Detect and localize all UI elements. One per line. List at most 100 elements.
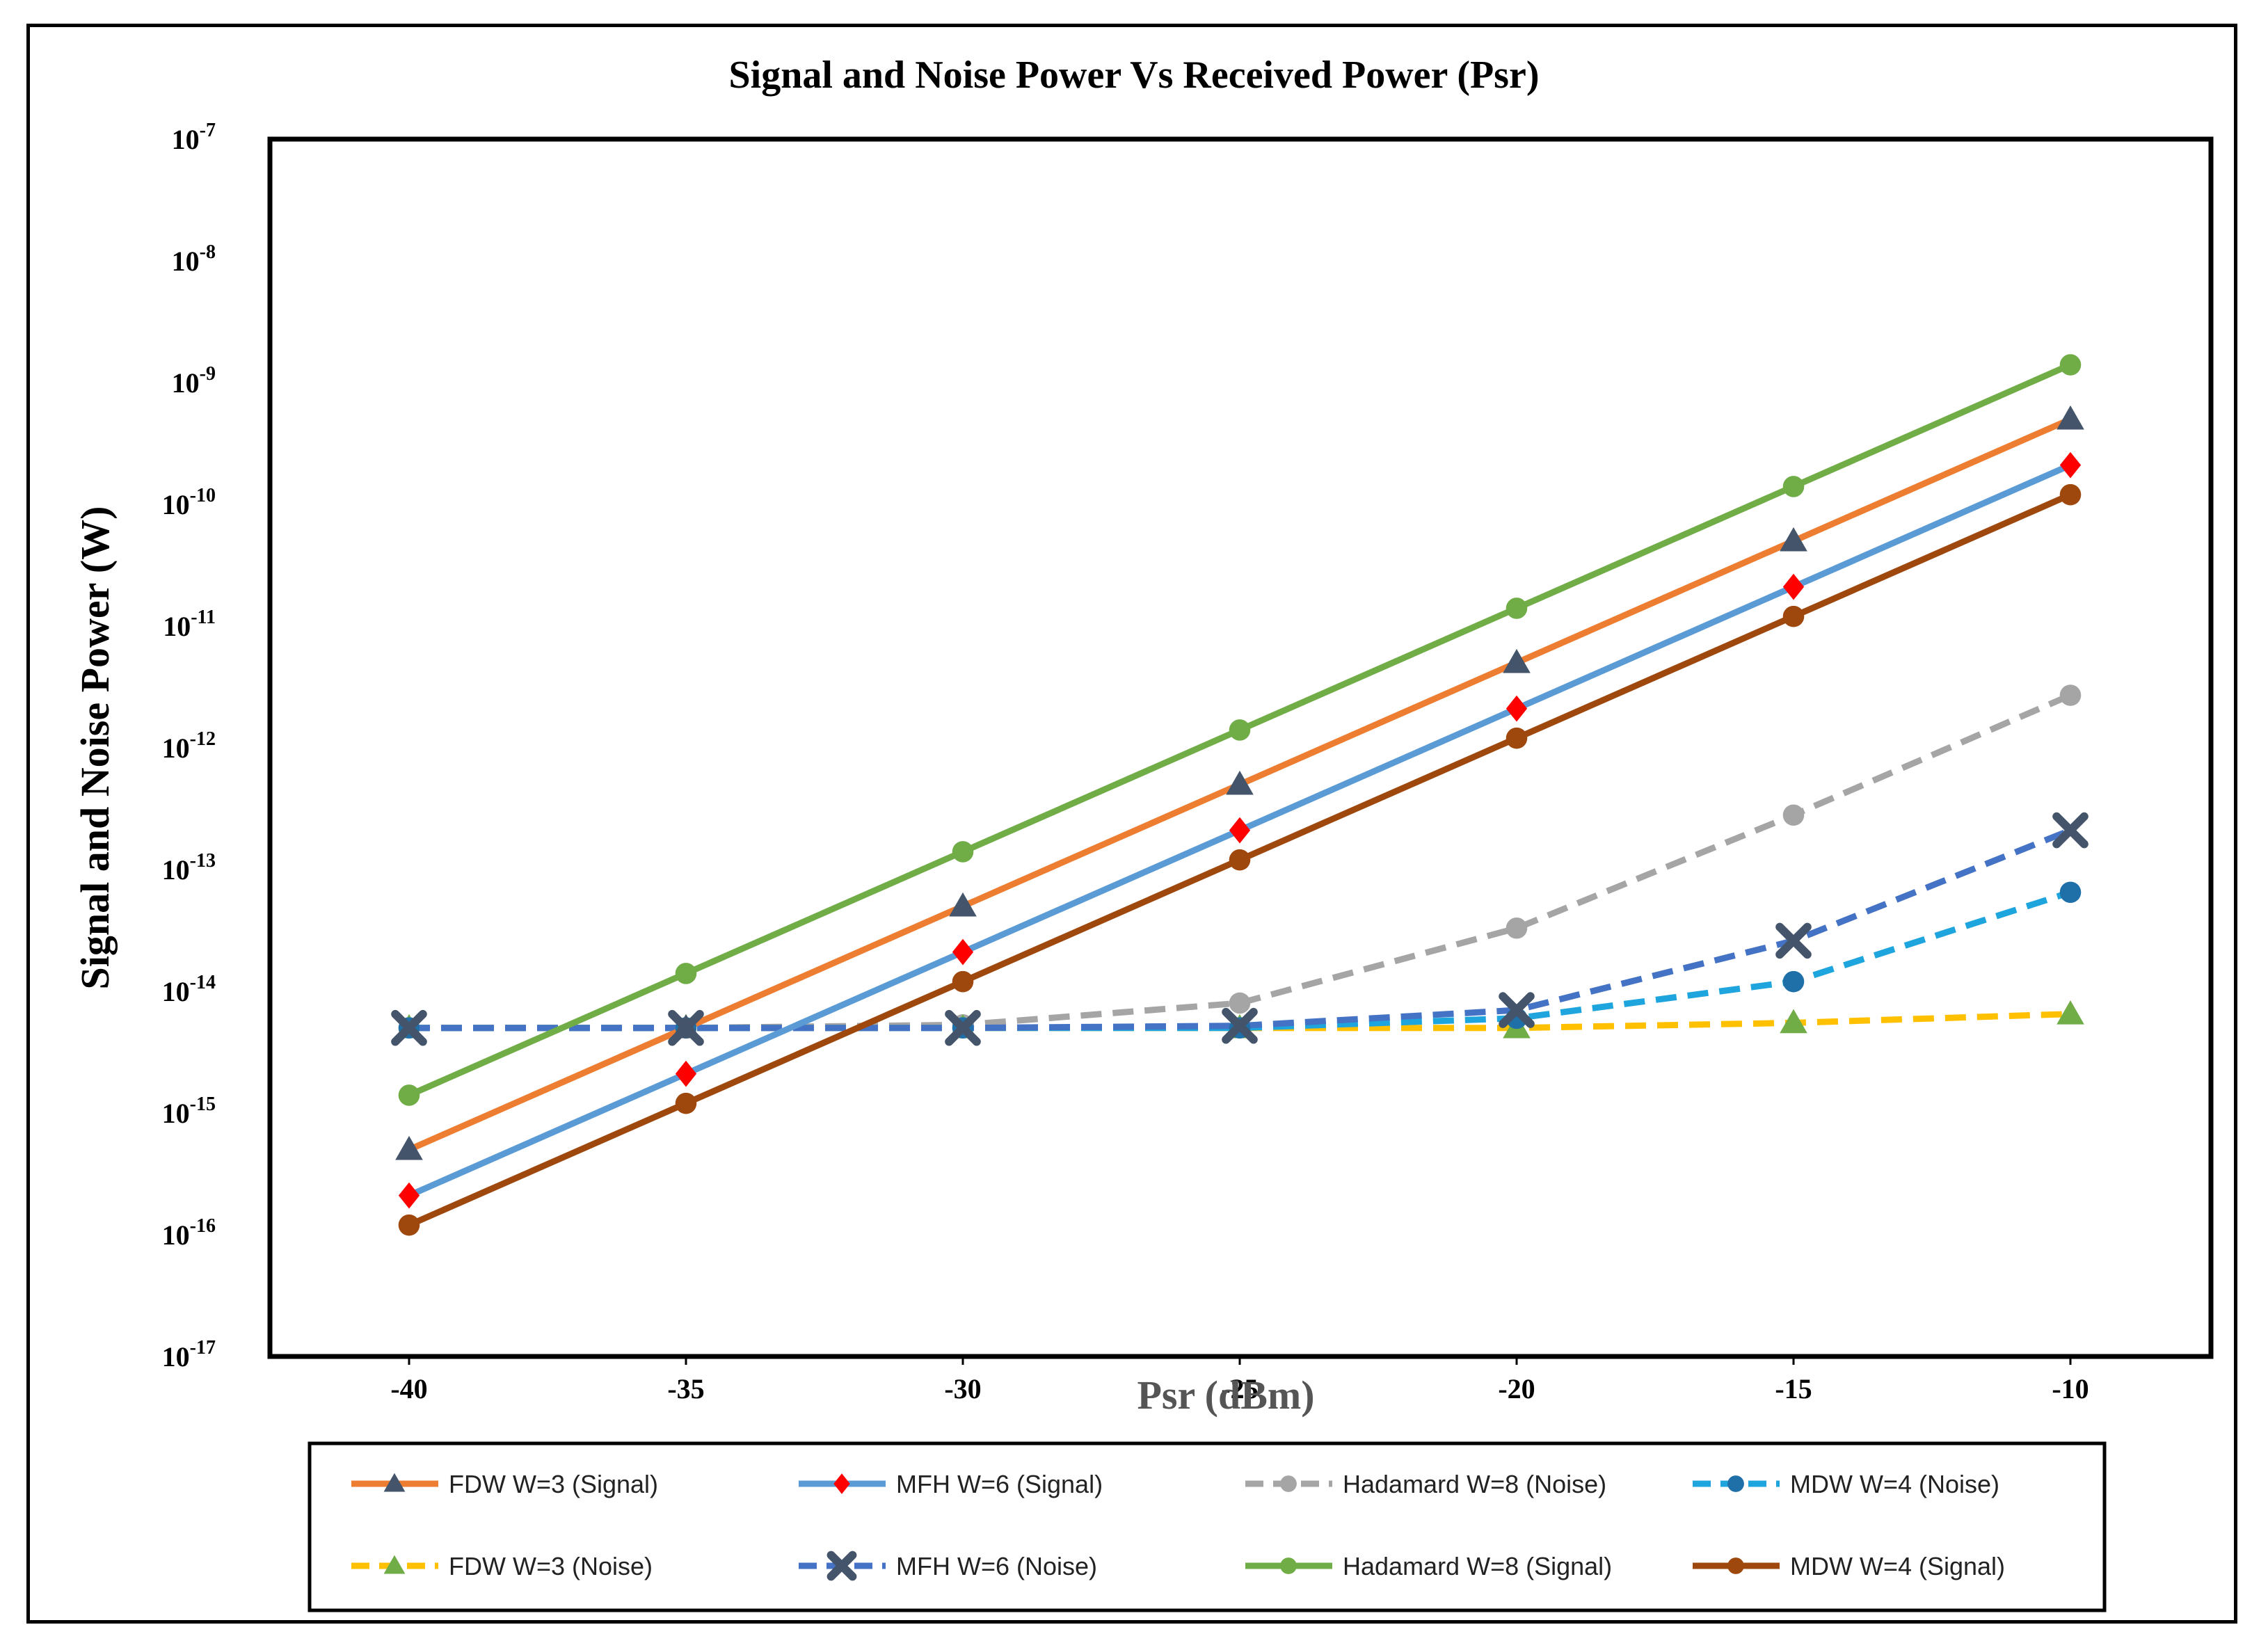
y-tick-exponent: -15 bbox=[190, 1094, 216, 1115]
y-tick-label: 10-8 bbox=[172, 241, 216, 277]
data-point bbox=[1782, 804, 1805, 826]
data-point bbox=[2057, 405, 2084, 430]
y-tick-label: 10-13 bbox=[162, 850, 216, 886]
legend-marker bbox=[833, 1473, 850, 1494]
legend-marker bbox=[383, 1555, 406, 1574]
data-point bbox=[949, 892, 977, 917]
data-point bbox=[1782, 970, 1805, 993]
y-tick-exponent: -11 bbox=[191, 607, 216, 628]
y-tick-base: 10 bbox=[162, 1219, 190, 1251]
data-point bbox=[2059, 684, 2082, 706]
y-tick-label: 10-15 bbox=[162, 1094, 216, 1129]
y-tick-base: 10 bbox=[162, 732, 190, 764]
data-point bbox=[952, 970, 974, 993]
y-tick-exponent: -14 bbox=[190, 972, 216, 993]
data-point bbox=[1782, 573, 1805, 600]
y-tick-base: 10 bbox=[162, 854, 190, 886]
y-tick-exponent: -12 bbox=[190, 728, 216, 750]
data-point bbox=[1506, 695, 1528, 722]
legend-label: MFH W=6 (Signal) bbox=[896, 1470, 1103, 1498]
y-axis-ticks: 10-710-810-910-1010-1110-1210-1310-1410-… bbox=[162, 120, 216, 1372]
data-point bbox=[1226, 770, 1254, 795]
legend-marker bbox=[1727, 1557, 1744, 1574]
y-tick-base: 10 bbox=[162, 489, 190, 520]
y-tick-exponent: -16 bbox=[190, 1215, 216, 1237]
legend: FDW W=3 (Signal) MFH W=6 (Signal) Hadamard… bbox=[351, 1470, 2005, 1581]
data-point bbox=[398, 1214, 420, 1236]
y-tick-base: 10 bbox=[162, 976, 190, 1007]
y-tick-label: 10-9 bbox=[172, 363, 216, 399]
y-tick-label: 10-7 bbox=[172, 120, 216, 155]
legend-marker bbox=[1280, 1557, 1297, 1574]
legend-box bbox=[308, 1441, 2107, 1612]
y-tick-label: 10-10 bbox=[162, 485, 216, 520]
data-point bbox=[1229, 719, 1251, 741]
data-point bbox=[1229, 849, 1251, 871]
y-tick-exponent: -9 bbox=[200, 363, 216, 385]
data-point bbox=[1499, 992, 1535, 1028]
legend-item: MFH W=6 (Signal) bbox=[799, 1470, 1103, 1498]
chart-title: Signal and Noise Power Vs Received Power… bbox=[729, 54, 1540, 97]
data-point bbox=[2059, 451, 2082, 479]
data-point bbox=[1782, 476, 1805, 497]
x-tick-label: -25 bbox=[1221, 1373, 1258, 1404]
y-tick-label: 10-17 bbox=[162, 1337, 216, 1372]
y-tick-label: 10-11 bbox=[163, 607, 216, 642]
y-tick-base: 10 bbox=[162, 1341, 190, 1372]
data-point bbox=[675, 1092, 697, 1114]
legend-marker bbox=[1727, 1475, 1744, 1492]
data-point bbox=[672, 1014, 700, 1039]
y-tick-exponent: -7 bbox=[200, 120, 216, 141]
legend-item: MDW W=4 (Signal) bbox=[1693, 1552, 2005, 1580]
data-point bbox=[1229, 992, 1251, 1014]
data-point bbox=[945, 1009, 981, 1046]
data-point bbox=[1503, 648, 1531, 673]
data-point bbox=[1229, 817, 1251, 844]
y-tick-base: 10 bbox=[172, 124, 200, 155]
data-point bbox=[1506, 727, 1528, 749]
data-point bbox=[2059, 881, 2082, 904]
y-tick-exponent: -17 bbox=[190, 1337, 216, 1359]
data-point bbox=[398, 1084, 420, 1106]
legend-label: MDW W=4 (Noise) bbox=[1790, 1470, 1999, 1498]
legend-item: MDW W=4 (Noise) bbox=[1693, 1470, 1999, 1498]
legend-label: MFH W=6 (Noise) bbox=[896, 1552, 1097, 1580]
data-point bbox=[1506, 917, 1528, 939]
x-tick-label: -10 bbox=[2052, 1373, 2089, 1404]
data-point bbox=[1780, 527, 1807, 552]
data-point bbox=[1780, 1009, 1807, 1034]
y-tick-exponent: -8 bbox=[200, 241, 216, 263]
legend-marker bbox=[383, 1473, 406, 1492]
data-point bbox=[1782, 605, 1805, 627]
data-point bbox=[675, 1060, 697, 1087]
legend-label: FDW W=3 (Noise) bbox=[449, 1552, 653, 1580]
legend-label: MDW W=4 (Signal) bbox=[1790, 1552, 2005, 1580]
x-tick-label: -30 bbox=[944, 1373, 981, 1404]
data-point bbox=[952, 938, 974, 966]
data-point bbox=[2052, 812, 2089, 849]
data-point bbox=[2057, 1000, 2084, 1025]
y-tick-exponent: -10 bbox=[190, 485, 216, 506]
y-tick-base: 10 bbox=[162, 1098, 190, 1129]
x-axis-ticks: -40 -35 -30 -25 -20 -15 -10 bbox=[390, 1356, 2089, 1404]
y-tick-base: 10 bbox=[172, 246, 200, 277]
data-point bbox=[1222, 1007, 1258, 1044]
x-tick-label: -20 bbox=[1498, 1373, 1535, 1404]
data-point bbox=[391, 1009, 427, 1046]
x-tick-label: -15 bbox=[1775, 1373, 1812, 1404]
data-point bbox=[2059, 354, 2082, 376]
data-point bbox=[398, 1182, 420, 1209]
y-tick-base: 10 bbox=[172, 367, 200, 399]
x-tick-label: -40 bbox=[390, 1373, 427, 1404]
legend-marker bbox=[1280, 1475, 1297, 1492]
legend-item: MFH W=6 (Noise) bbox=[799, 1551, 1097, 1581]
y-axis-label: Signal and Noise Power (W) bbox=[72, 506, 118, 990]
x-tick-label: -35 bbox=[667, 1373, 704, 1404]
legend-label: FDW W=3 (Signal) bbox=[449, 1470, 658, 1498]
y-tick-exponent: -13 bbox=[190, 850, 216, 872]
legend-item: Hadamard W=8 (Signal) bbox=[1245, 1552, 1612, 1580]
plot-area bbox=[267, 136, 2214, 1359]
data-point bbox=[675, 963, 697, 984]
data-point bbox=[952, 841, 974, 863]
